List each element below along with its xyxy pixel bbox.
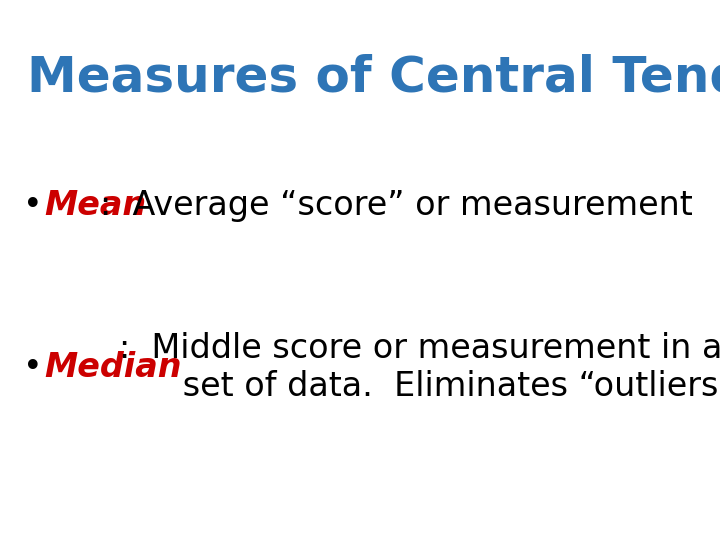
Text: Measures of Central Tendency: Measures of Central Tendency bbox=[27, 54, 720, 102]
Text: :  Middle score or measurement in a
      set of data.  Eliminates “outliers!”: : Middle score or measurement in a set o… bbox=[119, 332, 720, 403]
Text: :  Average “score” or measurement: : Average “score” or measurement bbox=[100, 188, 693, 222]
Text: Mean: Mean bbox=[45, 188, 147, 222]
Text: •: • bbox=[23, 188, 43, 222]
Text: •: • bbox=[23, 350, 43, 384]
Text: Median: Median bbox=[45, 350, 182, 384]
